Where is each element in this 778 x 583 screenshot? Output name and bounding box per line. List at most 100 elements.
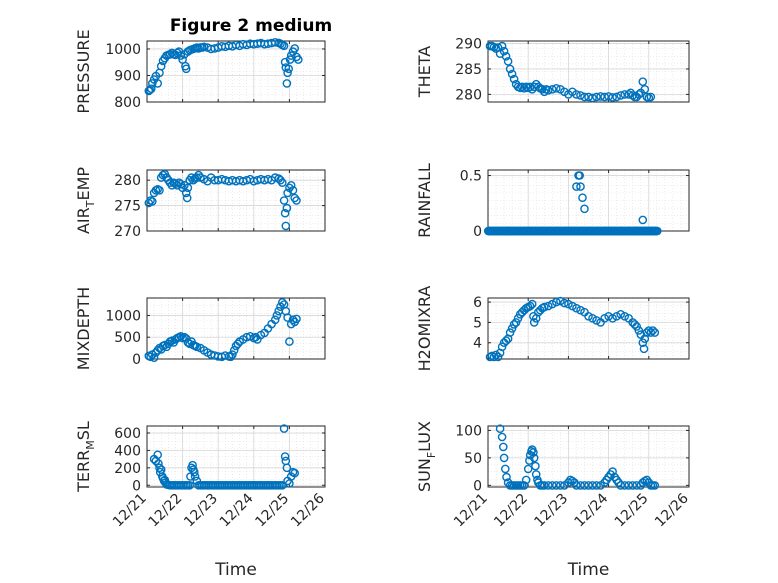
data-point	[653, 226, 662, 236]
data-point	[612, 311, 621, 321]
y-axis-label: RAINFALL	[415, 163, 434, 238]
data-point	[538, 85, 547, 94]
data-point	[146, 352, 155, 362]
y-axis-label-main: MIXDEPTH	[74, 287, 93, 370]
data-point	[580, 204, 589, 214]
data-point	[505, 328, 515, 337]
y-tick-label: 1000	[105, 308, 141, 324]
data-point	[576, 182, 585, 191]
data-point	[572, 303, 581, 313]
data-point	[497, 432, 507, 442]
data-point	[578, 193, 587, 202]
y-axis-label: H2OMIXRA	[415, 286, 434, 372]
data-point	[290, 468, 300, 478]
y-tick-label: 0	[132, 352, 141, 368]
data-point	[183, 183, 193, 193]
x-tick-label: 12/24	[572, 490, 612, 530]
panel-mixdepth: 0 500 1000 MIXDEPTH	[74, 287, 326, 370]
data-point	[233, 339, 243, 349]
data-series	[149, 424, 300, 490]
data-point	[277, 178, 287, 187]
data-point	[270, 315, 280, 325]
data-point	[580, 92, 589, 102]
data-point	[279, 196, 289, 205]
x-tick-label: 12/26	[288, 490, 328, 530]
x-tick-label: 12/21	[110, 491, 150, 531]
data-point	[580, 481, 589, 490]
data-point	[604, 311, 613, 321]
y-axis-label-rest: SL	[74, 421, 93, 440]
data-point	[293, 55, 303, 64]
data-point	[229, 345, 239, 355]
y-tick-label: 285	[455, 62, 482, 78]
y-axis-label-main: RAINFALL	[415, 163, 434, 238]
data-point	[228, 350, 237, 359]
data-point	[650, 328, 660, 337]
data-point	[288, 185, 298, 195]
data-point	[548, 85, 557, 94]
data-point	[292, 314, 301, 324]
data-point	[493, 352, 503, 362]
y-axis-label-main: THETA	[415, 46, 434, 98]
data-point	[189, 467, 199, 477]
data-series	[485, 296, 660, 362]
y-axis-label-rest: LUX	[415, 421, 434, 452]
data-point	[283, 313, 292, 322]
data-point	[529, 448, 538, 457]
data-point	[519, 481, 529, 490]
x-axis-label: Time	[214, 560, 257, 580]
data-point	[497, 41, 507, 51]
data-point	[525, 301, 535, 311]
data-point	[640, 85, 650, 94]
data-point	[181, 64, 191, 74]
y-tick-label: 0	[132, 478, 141, 494]
data-point	[290, 44, 300, 53]
data-point	[624, 481, 634, 490]
data-point	[634, 326, 644, 335]
data-point	[282, 203, 292, 213]
y-tick-label: 275	[114, 199, 141, 215]
data-point	[638, 215, 648, 225]
data-point	[556, 481, 565, 490]
y-tick-label: 270	[114, 224, 141, 240]
data-point	[282, 79, 292, 88]
data-point	[251, 332, 260, 342]
panel-sun_flux: 0 50 100 12/21 12/22 12/23 12/24 12/25 12/26 Time…	[415, 421, 692, 580]
data-point	[498, 442, 508, 452]
data-point	[620, 311, 630, 321]
data-point	[505, 64, 515, 74]
data-point	[283, 68, 292, 78]
data-point	[499, 453, 509, 463]
data-point	[552, 84, 561, 93]
data-point	[286, 51, 296, 60]
y-tick-label: 200	[114, 461, 141, 477]
data-point	[279, 41, 289, 51]
data-point	[576, 481, 585, 490]
data-point	[190, 472, 200, 481]
data-point	[596, 92, 605, 101]
data-point	[277, 298, 287, 307]
y-tick-label: 800	[114, 95, 141, 111]
data-point	[519, 84, 529, 93]
data-point	[584, 311, 593, 321]
x-tick-label: 12/25	[252, 491, 292, 531]
axes-box	[487, 40, 690, 103]
y-tick-label: 6	[473, 295, 482, 311]
plot-area	[147, 426, 325, 487]
data-point	[176, 331, 186, 341]
data-point	[279, 424, 289, 433]
y-tick-label: 900	[114, 68, 141, 84]
data-point	[608, 93, 617, 102]
x-tick-label: 12/25	[612, 491, 652, 531]
data-series	[144, 169, 301, 231]
data-point	[556, 296, 565, 306]
y-tick-label: 4	[473, 336, 482, 352]
data-point	[509, 74, 519, 84]
data-point	[146, 84, 156, 93]
y-axis-label: MIXDEPTH	[74, 287, 93, 370]
data-point	[531, 461, 540, 471]
data-point	[181, 188, 191, 198]
data-point	[572, 182, 581, 191]
